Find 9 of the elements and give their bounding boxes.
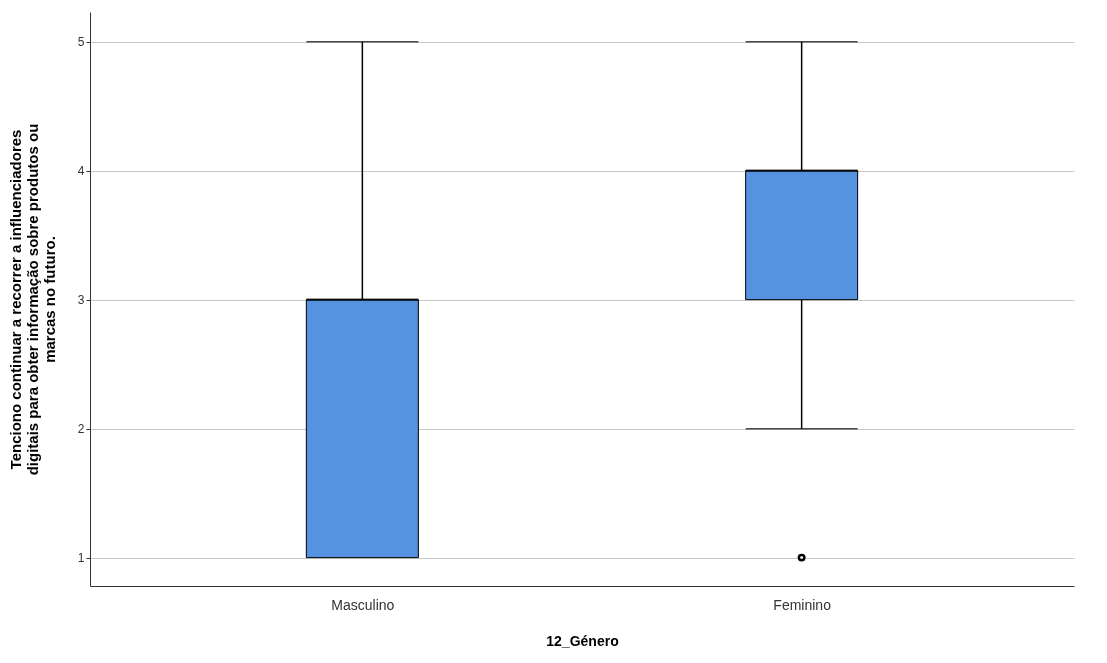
x-axis-title: 12_Género <box>546 632 619 649</box>
y-axis-title: Tenciono continuar a recorrer a influenciadores digitais para obter informação sobre produtos ou marcas no futuro. <box>6 123 58 476</box>
y-tick-label: 4 <box>77 164 85 179</box>
y-tick-label: 1 <box>77 551 85 566</box>
y-tick-label: 3 <box>77 293 85 308</box>
x-tick-label: Masculino <box>331 596 395 613</box>
y-tick-label: 2 <box>77 422 85 437</box>
y-tick-label: 5 <box>77 35 85 50</box>
x-tick-label: Feminino <box>773 596 832 613</box>
